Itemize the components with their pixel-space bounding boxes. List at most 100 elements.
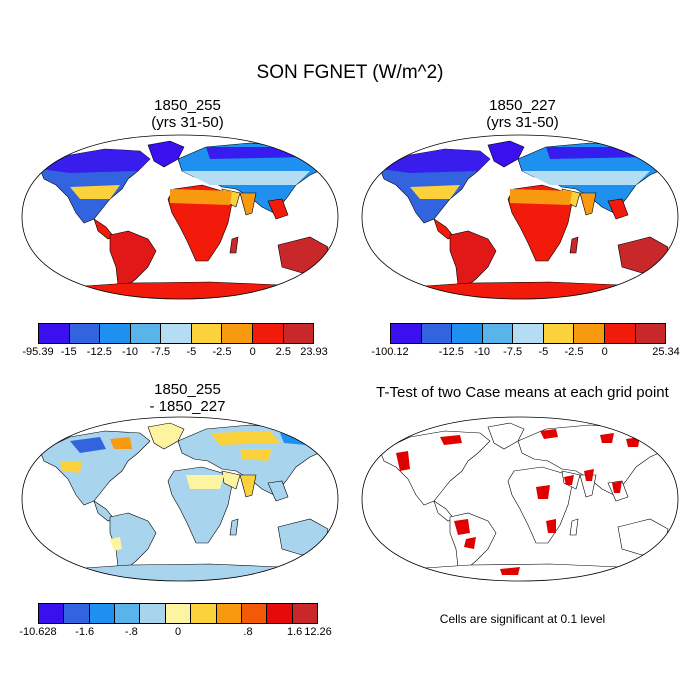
colorbar-swatch	[140, 604, 166, 623]
difference-patch	[210, 431, 280, 445]
colorbar-tick-label: .8	[243, 626, 253, 638]
significant-cells	[396, 451, 410, 471]
map-frame	[21, 416, 339, 582]
colorbar-swatch	[252, 324, 284, 343]
landmass-northAmerica	[39, 430, 151, 506]
subtropical-band	[510, 189, 572, 205]
figure-title: SON FGNET (W/m^2)	[256, 62, 444, 83]
colorbar-swatch	[292, 604, 317, 623]
landmass-northAmerica	[379, 430, 491, 506]
colorbar-tick-label: -5	[186, 346, 197, 358]
map-frame	[361, 134, 679, 300]
colorbar-swatches	[390, 323, 666, 344]
colorbar-swatch	[216, 604, 242, 623]
panel2-title-line2: (yrs 31-50)	[486, 114, 559, 131]
colorbar-tick-label: -100.12	[371, 346, 409, 358]
colorbar-tick-label: 1.6	[287, 626, 303, 638]
significant-cells	[454, 519, 470, 535]
map-frame	[361, 416, 679, 582]
colorbar-labels: -10.628 -1.6 -.8 0 .8 1.6 12.26	[19, 626, 331, 640]
panel4-title: T-Test of two Case means at each grid po…	[350, 384, 695, 401]
high-latitude-band	[380, 149, 490, 173]
panel2-title: 1850_227 (yrs 31-50)	[355, 97, 690, 131]
panel1-title-line1: 1850_255	[154, 97, 221, 114]
colorbar-tick-label: 2.5	[275, 346, 291, 358]
colorbar-tick-label: -.8	[124, 626, 138, 638]
significant-cells	[612, 481, 622, 493]
colorbar-swatch	[513, 324, 544, 343]
colorbar-swatch	[391, 324, 422, 343]
significant-cells	[584, 469, 594, 481]
map-panel-1850-227	[361, 134, 679, 300]
colorbar-swatches	[38, 603, 318, 624]
map-frame	[21, 134, 339, 300]
panel2-title-line1: 1850_227	[489, 97, 556, 114]
difference-patch	[110, 537, 122, 551]
colorbar-swatch	[191, 604, 217, 623]
subtropical-band	[170, 189, 232, 205]
significant-cells	[600, 433, 614, 443]
midlatitude-band	[522, 171, 650, 185]
significant-cells	[536, 485, 550, 499]
midlatitude-band	[182, 171, 310, 185]
midlatitude-band	[410, 185, 460, 199]
map-panel-1850-255	[21, 134, 339, 300]
landmass-madagascar	[569, 518, 579, 536]
landmass-southAmerica	[449, 230, 497, 290]
colorbar-swatch	[604, 324, 636, 343]
high-latitude-band	[546, 147, 650, 159]
colorbar-swatch	[115, 604, 141, 623]
landmass-india	[239, 192, 257, 216]
high-latitude-band	[206, 147, 310, 159]
colorbar-labels: -100.12 -12.5 -10 -7.5 -5 -2.5 0 25.34	[371, 346, 679, 360]
difference-patch	[60, 461, 82, 473]
significant-cells	[564, 475, 574, 485]
colorbar-tick-label: 0	[249, 346, 256, 358]
colorbar-tick-label: -95.39	[22, 346, 54, 358]
colorbar-tick-label: -2.5	[212, 346, 232, 358]
colorbar-tick-label: 0	[601, 346, 608, 358]
landmass-madagascar	[229, 236, 239, 254]
difference-patch	[240, 449, 272, 461]
colorbar-tick-label: -7.5	[503, 346, 523, 358]
colorbar-tick-label: -5	[538, 346, 549, 358]
significant-cells	[440, 435, 462, 445]
colorbar-tick-label: 25.34	[652, 346, 680, 358]
significant-cells	[500, 567, 520, 575]
landmass-india	[579, 192, 597, 216]
colorbar-tick-label: -10	[122, 346, 138, 358]
colorbar-swatch	[130, 324, 162, 343]
colorbar-swatch	[635, 324, 666, 343]
colorbar-tick-label: -1.6	[75, 626, 95, 638]
significant-cells	[546, 519, 556, 533]
colorbar-tick-label: -15	[60, 346, 77, 358]
ttest-significance-note: Cells are significant at 0.1 level	[439, 612, 606, 626]
colorbar-swatch	[482, 324, 514, 343]
colorbar-tick-label: -7.5	[151, 346, 171, 358]
panel3-title-line2: - 1850_227	[149, 398, 226, 415]
colorbar-swatch	[267, 604, 293, 623]
colorbar-tick-label: -10.628	[19, 626, 57, 638]
landmass-seAsia	[267, 480, 289, 502]
landmass-seAsia	[267, 198, 289, 220]
high-latitude-band	[40, 149, 150, 173]
colorbar-swatch	[89, 604, 116, 623]
colorbar-tick-label: -2.5	[564, 346, 584, 358]
colorbar-labels: -95.39 -15 -12.5 -10 -7.5 -5 -2.5 0 2.5 23.93	[22, 346, 327, 360]
significant-cells	[464, 537, 476, 549]
colorbar-tick-label: -10	[474, 346, 490, 358]
colorbar-swatch	[241, 604, 268, 623]
colorbar-swatch	[283, 324, 314, 343]
panel4-title-line1: T-Test of two Case means at each grid po…	[376, 384, 669, 401]
landmass-madagascar	[569, 236, 579, 254]
colorbar-tick-label: 0	[174, 626, 182, 638]
colorbar-swatch	[421, 324, 453, 343]
colorbar-1850-227: -100.12 -12.5 -10 -7.5 -5 -2.5 0 25.34	[371, 323, 680, 360]
midlatitude-band	[70, 185, 120, 199]
colorbar-1850-255: -95.39 -15 -12.5 -10 -7.5 -5 -2.5 0 2.5 23.93	[22, 323, 328, 360]
colorbar-swatch	[39, 324, 70, 343]
landmass-arabia	[221, 470, 241, 490]
colorbar-swatch	[191, 324, 223, 343]
difference-patch	[186, 475, 224, 489]
landmass-seAsia	[607, 198, 629, 220]
